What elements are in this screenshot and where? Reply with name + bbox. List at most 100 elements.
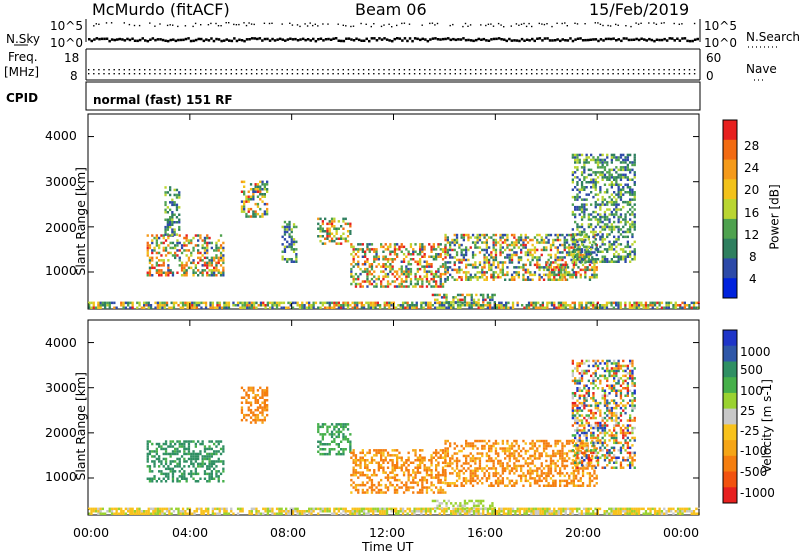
power-echo-cell bbox=[482, 298, 485, 302]
nave-point bbox=[653, 73, 655, 75]
velocity-echo-cell bbox=[206, 447, 209, 451]
power-echo-cell bbox=[478, 251, 482, 254]
power-echo-cell bbox=[209, 304, 212, 307]
power-echo-cell bbox=[554, 256, 557, 259]
velocity-echo-cell bbox=[146, 477, 149, 480]
power-echo-cell bbox=[526, 251, 530, 254]
power-echo-cell bbox=[373, 250, 376, 253]
velocity-echo-cell bbox=[342, 448, 345, 451]
nsky-point bbox=[658, 38, 661, 42]
power-echo-cell bbox=[622, 218, 625, 221]
velocity-echo-cell bbox=[443, 507, 446, 511]
nsearch-point bbox=[250, 23, 253, 25]
velocity-echo-cell bbox=[391, 471, 394, 474]
velocity-echo-cell bbox=[259, 512, 263, 515]
power-echo-cell bbox=[290, 228, 293, 231]
power-echo-cell bbox=[617, 203, 620, 206]
power-echo-cell bbox=[603, 215, 607, 219]
freq-point bbox=[469, 69, 472, 71]
velocity-echo-cell bbox=[263, 391, 266, 394]
power-echo-cell bbox=[563, 246, 566, 249]
power-echo-cell bbox=[592, 195, 595, 199]
power-echo-cell bbox=[419, 250, 422, 253]
nave-point bbox=[464, 73, 467, 75]
power-echo-cell bbox=[275, 306, 279, 309]
power-echo-cell bbox=[215, 264, 218, 267]
power-echo-cell bbox=[444, 236, 447, 239]
power-echo-cell bbox=[542, 248, 546, 252]
velocity-echo-cell bbox=[210, 460, 213, 463]
power-echo-cell bbox=[164, 239, 168, 242]
velocity-echo-cell bbox=[649, 507, 652, 511]
power-echo-cell bbox=[407, 267, 410, 271]
power-echo-cell bbox=[571, 276, 574, 279]
velocity-echo-cell bbox=[167, 475, 170, 478]
power-echo-cell bbox=[127, 304, 130, 307]
power-echo-cell bbox=[148, 266, 152, 270]
nave-point bbox=[383, 73, 385, 75]
power-echo-cell bbox=[533, 273, 537, 277]
power-echo-cell bbox=[491, 296, 494, 299]
freq-point bbox=[113, 69, 115, 71]
nsky-point bbox=[469, 39, 473, 42]
velocity-echo-cell bbox=[373, 454, 376, 457]
velocity-echo-cell bbox=[165, 510, 169, 513]
velocity-echo-cell bbox=[208, 477, 211, 480]
velocity-echo-cell bbox=[539, 510, 542, 513]
power-echo-cell bbox=[206, 246, 209, 250]
nsky-point bbox=[240, 39, 244, 42]
power-echo-cell bbox=[214, 306, 217, 309]
velocity-echo-cell bbox=[183, 465, 186, 468]
power-echo-cell bbox=[585, 233, 588, 236]
velocity-echo-cell bbox=[161, 512, 164, 515]
power-echo-cell bbox=[536, 261, 539, 264]
power-echo-cell bbox=[169, 208, 172, 212]
power-echo-cell bbox=[240, 207, 244, 211]
power-echo-cell bbox=[166, 223, 169, 226]
velocity-echo-cell bbox=[383, 507, 386, 511]
beam-title: Beam 06 bbox=[355, 0, 427, 19]
velocity-echo-cell bbox=[688, 510, 691, 513]
power-echo-cell bbox=[561, 243, 564, 247]
power-echo-cell bbox=[217, 249, 220, 252]
power-echo-cell bbox=[101, 301, 104, 305]
power-echo-cell bbox=[587, 235, 590, 239]
freq-point bbox=[103, 69, 105, 71]
nsearch-point bbox=[561, 22, 563, 25]
velocity-echo-cell bbox=[90, 512, 93, 515]
power-echo-cell bbox=[474, 241, 477, 244]
nsearch-point bbox=[464, 22, 467, 25]
power-echo-cell bbox=[385, 301, 389, 305]
velocity-echo-cell bbox=[162, 452, 165, 456]
power-echo-cell bbox=[610, 223, 613, 226]
power-echo-cell bbox=[601, 166, 604, 169]
velocity-echo-cell bbox=[373, 483, 376, 487]
nsearch-point bbox=[373, 23, 375, 25]
power-echo-cell bbox=[359, 267, 362, 271]
power-echo-cell bbox=[565, 263, 569, 267]
power-echo-cell bbox=[515, 266, 518, 269]
power-echo-cell bbox=[583, 230, 586, 234]
power-echo-cell bbox=[460, 233, 463, 237]
power-echo-cell bbox=[559, 256, 562, 259]
power-echo-cell bbox=[578, 178, 581, 181]
nsky-label: N.Sky bbox=[6, 32, 41, 46]
velocity-echo-cell bbox=[146, 457, 149, 461]
power-echo-cell bbox=[596, 156, 600, 159]
power-echo-cell bbox=[364, 255, 367, 258]
velocity-echo-cell bbox=[101, 512, 104, 515]
power-echo-cell bbox=[492, 243, 495, 247]
power-echo-cell bbox=[405, 267, 408, 271]
power-echo-cell bbox=[631, 213, 634, 216]
power-echo-cell bbox=[568, 248, 571, 252]
power-echo-cell bbox=[615, 156, 618, 159]
velocity-echo-cell bbox=[148, 465, 152, 468]
power-echo-cell bbox=[261, 180, 264, 184]
velocity-echo-cell bbox=[416, 481, 419, 484]
velocity-echo-cell bbox=[401, 510, 405, 513]
power-echo-cell bbox=[389, 250, 392, 253]
power-echo-cell bbox=[460, 251, 463, 254]
power-echo-cell bbox=[526, 276, 530, 279]
nsky-point bbox=[653, 39, 656, 43]
nsearch-point bbox=[360, 22, 362, 25]
